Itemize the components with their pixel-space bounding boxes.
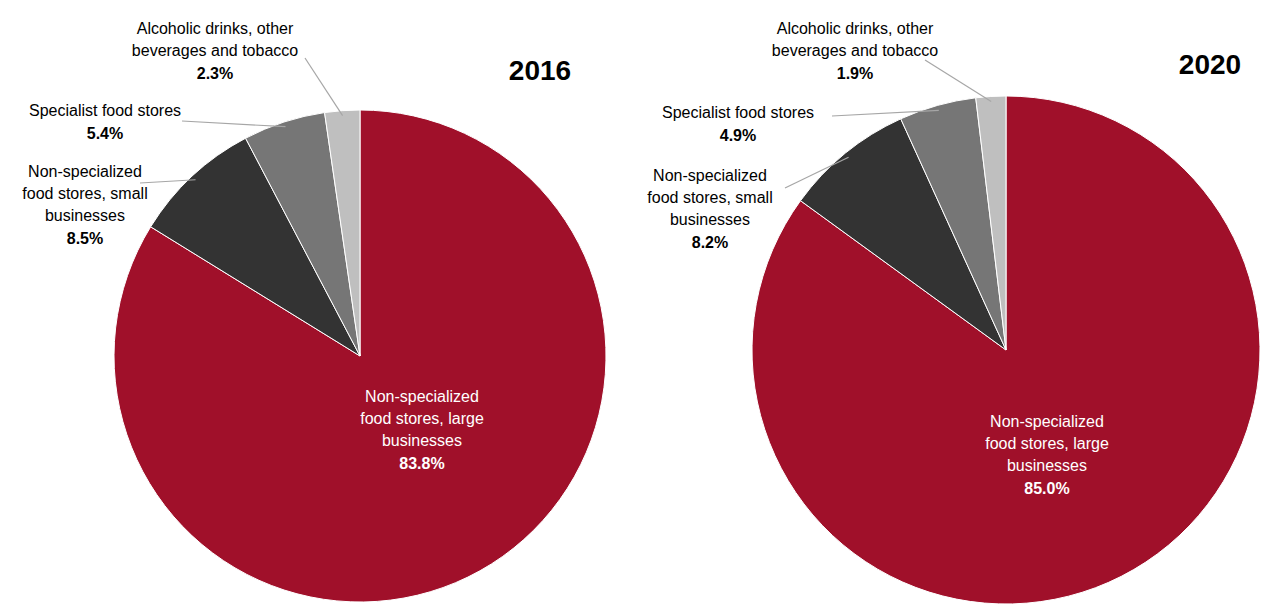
slice-value-label: 8.2% <box>692 234 728 251</box>
label-line: beverages and tobacco <box>132 42 298 59</box>
leader-line <box>182 121 286 127</box>
pie-slice <box>114 110 606 602</box>
slice-label: Non-specialized food stores, large busines… <box>985 413 1109 474</box>
label-line: Alcoholic drinks, other <box>137 20 294 37</box>
pie-slice <box>752 96 1260 604</box>
slice-value-label: 83.8% <box>399 455 444 472</box>
slice-value-label: 5.4% <box>87 125 123 142</box>
slice-label: Non-specialized food stores, small busines… <box>647 167 772 228</box>
pie-chart: 2016 Non-specialized food stores, large bus… <box>22 20 606 602</box>
pie-slice <box>325 110 360 356</box>
label-line: Non-specialized <box>28 163 142 180</box>
label-line: food stores, large <box>985 435 1109 452</box>
label-line: food stores, small <box>22 185 147 202</box>
leader-line <box>140 180 196 183</box>
pie-slice <box>976 96 1006 350</box>
chart-title: 2016 <box>509 55 571 86</box>
slice-value-label: 1.9% <box>837 65 873 82</box>
label-line: businesses <box>45 207 125 224</box>
slice-label: Non-specialized food stores, small busines… <box>22 163 147 224</box>
leader-line <box>925 60 991 102</box>
label-line: businesses <box>382 432 462 449</box>
leader-line <box>832 110 939 116</box>
slice-value-label: 4.9% <box>720 127 756 144</box>
label-line: businesses <box>1007 457 1087 474</box>
leader-line <box>785 157 849 188</box>
slice-label: Specialist food stores <box>29 102 181 119</box>
slice-value-label: 2.3% <box>197 65 233 82</box>
label-line: Non-specialized <box>365 388 479 405</box>
label-line: Specialist food stores <box>29 102 181 119</box>
label-line: Specialist food stores <box>662 104 814 121</box>
slice-value-label: 8.5% <box>67 230 103 247</box>
slice-value-label: 85.0% <box>1024 480 1069 497</box>
leader-line <box>305 58 343 116</box>
label-line: food stores, large <box>360 410 484 427</box>
slice-label: Alcoholic drinks, other beverages and tob… <box>132 20 298 59</box>
slice-label: Non-specialized food stores, large busines… <box>360 388 484 449</box>
pie-chart: 2020 Non-specialized food stores, large bus… <box>647 20 1260 604</box>
chart-canvas: 2016 Non-specialized food stores, large bus… <box>0 0 1266 610</box>
label-line: food stores, small <box>647 189 772 206</box>
label-line: Non-specialized <box>653 167 767 184</box>
label-line: beverages and tobacco <box>772 42 938 59</box>
slices <box>752 96 1260 604</box>
slice-label: Specialist food stores <box>662 104 814 121</box>
label-line: businesses <box>670 211 750 228</box>
slice-label: Alcoholic drinks, other beverages and tob… <box>772 20 938 59</box>
slices <box>114 110 606 602</box>
label-line: Alcoholic drinks, other <box>777 20 934 37</box>
chart-title: 2020 <box>1179 49 1241 80</box>
label-line: Non-specialized <box>990 413 1104 430</box>
